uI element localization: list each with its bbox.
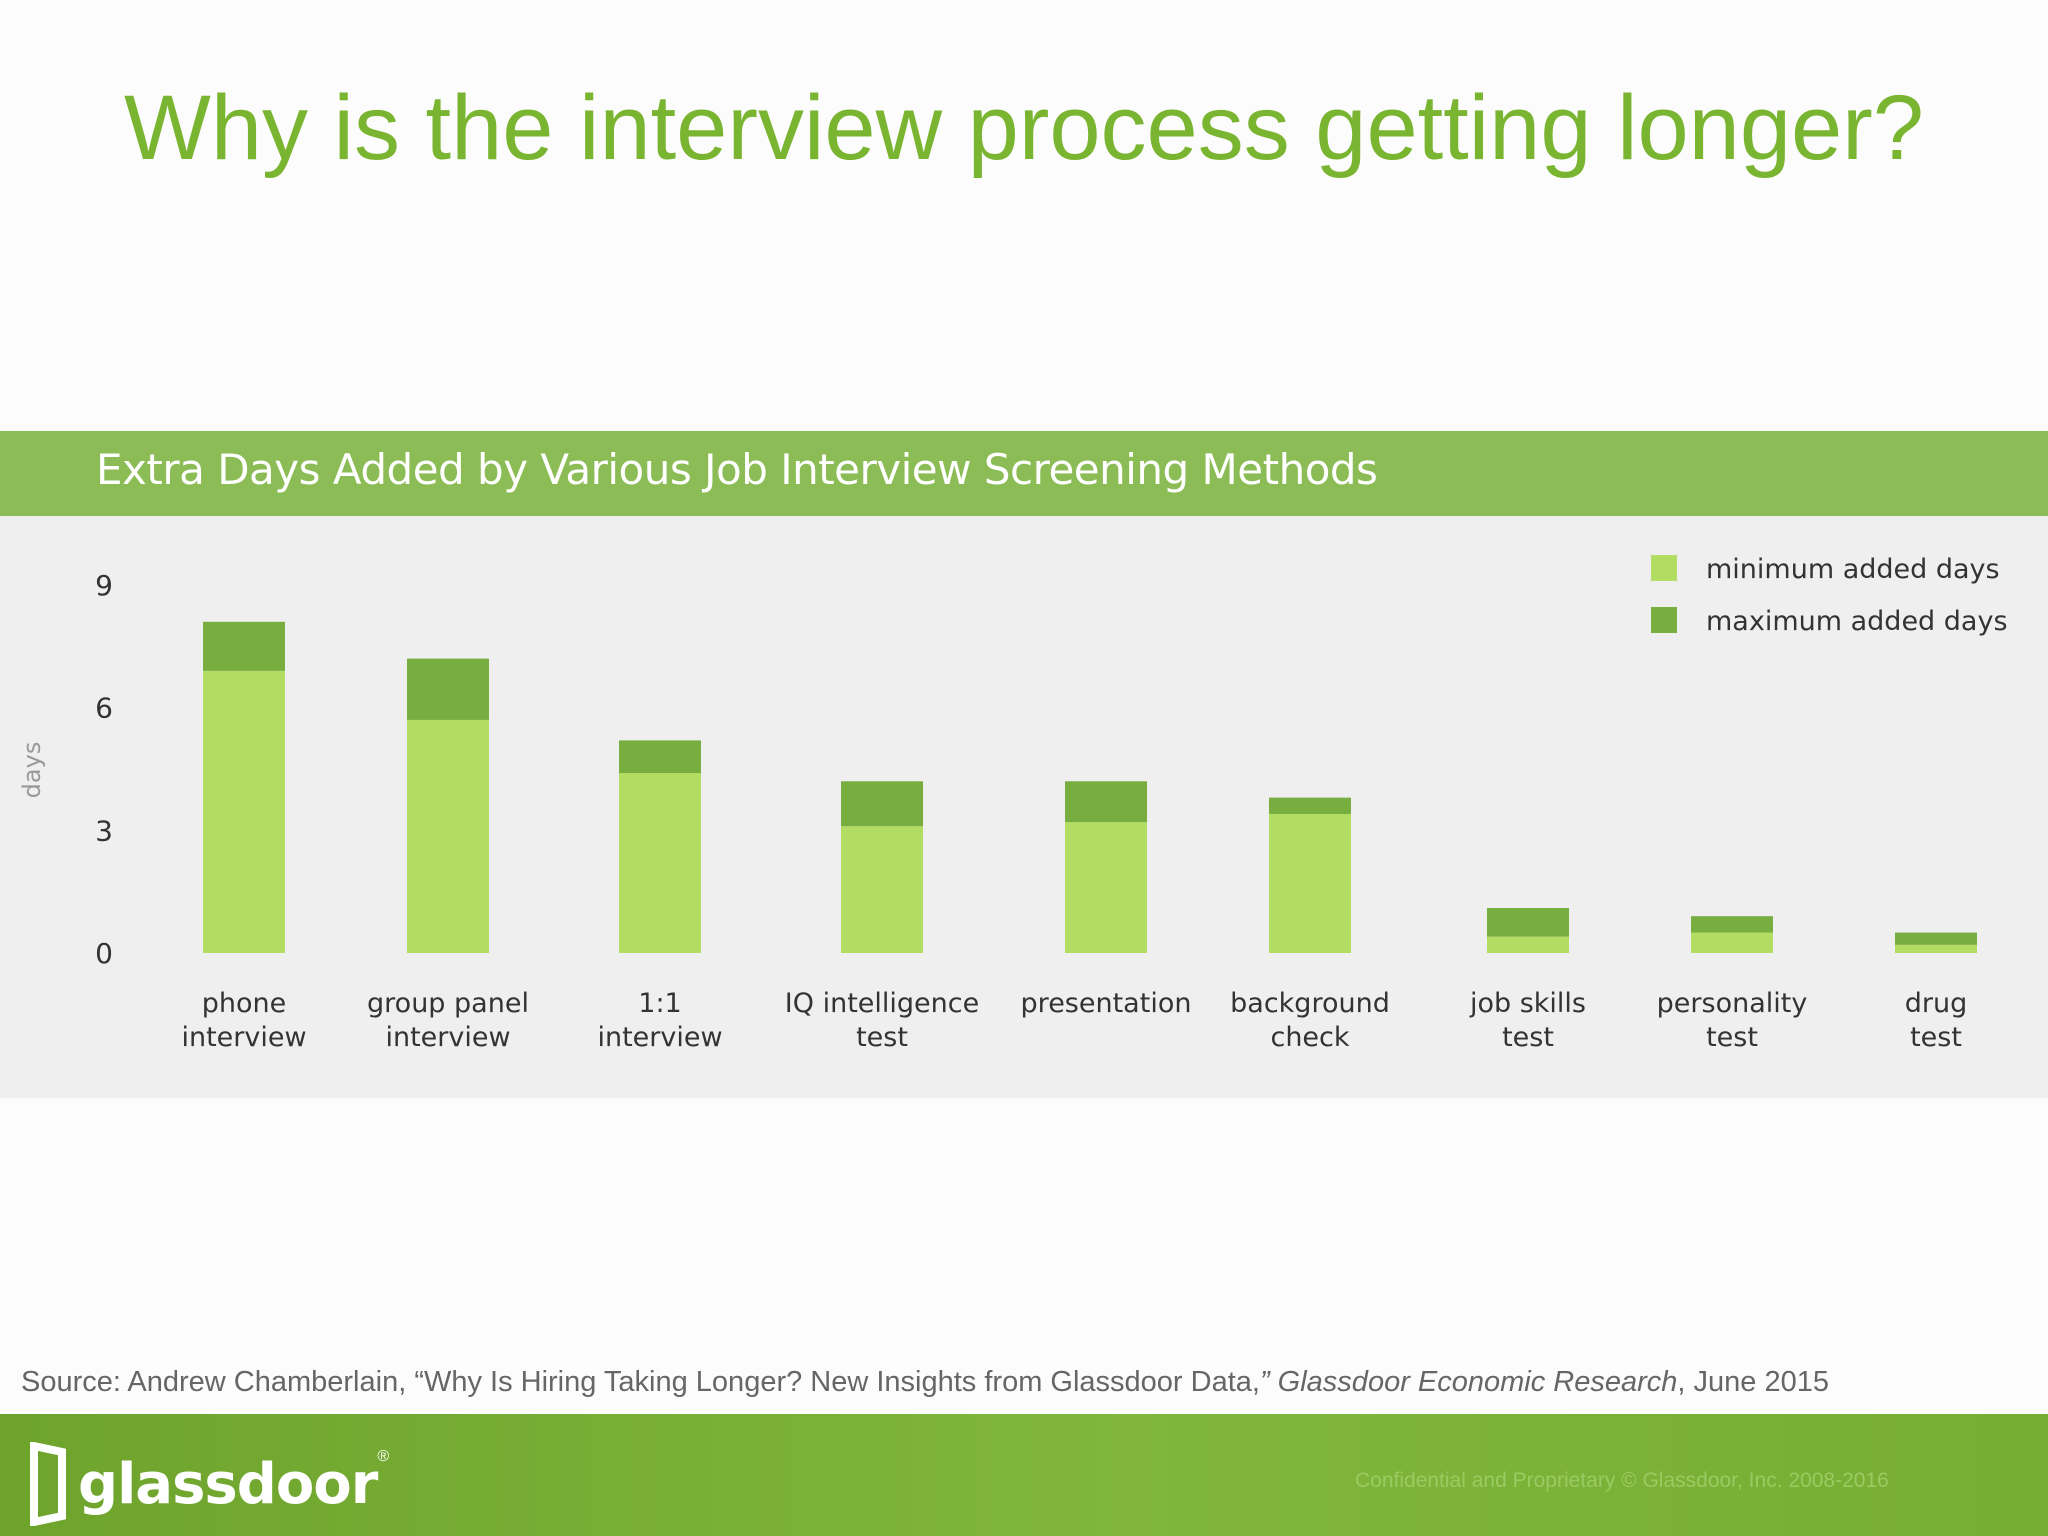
source-publication: ” Glassdoor Economic Research	[1259, 1366, 1678, 1398]
chart-panel: 0 3 6 9 days phone interview group panel intervi…	[0, 516, 2048, 1098]
logo-wordmark: glassdoor	[78, 1451, 378, 1517]
bar-min-segment	[1691, 932, 1773, 953]
bar-max-segment	[1065, 781, 1147, 823]
category-label: phone	[202, 988, 287, 1019]
bar-min-segment	[841, 826, 923, 953]
bar-max-segment	[1269, 797, 1351, 814]
confidential-notice: Confidential and Proprietary © Glassdoor…	[1355, 1469, 1889, 1492]
source-prefix: Source: Andrew Chamberlain, “Why Is Hiri…	[21, 1366, 1260, 1398]
category-label: IQ intelligence	[785, 988, 979, 1019]
category-label: test	[1706, 1022, 1758, 1053]
glassdoor-door-icon	[30, 1442, 66, 1526]
category-label: interview	[385, 1022, 510, 1053]
bar-max-segment	[1691, 916, 1773, 933]
legend-label: minimum added days	[1706, 554, 2000, 585]
legend-swatch	[1651, 555, 1677, 581]
bar-min-segment	[407, 719, 489, 953]
source-date: , June 2015	[1677, 1366, 1829, 1398]
y-axis-label: days	[18, 742, 46, 799]
chart-title-band: Extra Days Added by Various Job Intervie…	[0, 431, 2048, 516]
bar-max-segment	[841, 781, 923, 827]
bar-min-segment	[1065, 822, 1147, 953]
slide-title: Why is the interview process getting lon…	[124, 77, 1924, 179]
category-label: presentation	[1021, 988, 1192, 1019]
chart-title: Extra Days Added by Various Job Intervie…	[96, 445, 1378, 494]
bar-max-segment	[1895, 932, 1977, 945]
category-label: test	[1910, 1022, 1962, 1053]
category-label: group panel	[367, 988, 529, 1019]
category-label: drug	[1905, 988, 1968, 1019]
category-label: interview	[181, 1022, 306, 1053]
category-label: check	[1270, 1022, 1349, 1053]
legend-swatch	[1651, 607, 1677, 633]
category-label: background	[1230, 988, 1390, 1019]
bar-min-segment	[1487, 936, 1569, 953]
category-label: test	[1502, 1022, 1554, 1053]
bar-min-segment	[1895, 944, 1977, 953]
bar-max-segment	[407, 658, 489, 720]
registered-mark: ®	[377, 1448, 390, 1465]
category-label: interview	[597, 1022, 722, 1053]
bar-max-segment	[619, 740, 701, 774]
y-tick-label: 6	[95, 692, 113, 725]
bar-max-segment	[203, 621, 285, 671]
legend-label: maximum added days	[1706, 606, 2008, 637]
y-tick-label: 3	[95, 814, 113, 847]
bar-min-segment	[203, 670, 285, 953]
bar-min-segment	[619, 773, 701, 953]
source-citation: Source: Andrew Chamberlain, “Why Is Hiri…	[21, 1366, 1829, 1399]
category-label: personality	[1657, 988, 1808, 1019]
glassdoor-logo: glassdoor ®	[28, 1442, 389, 1526]
footer-bar: glassdoor ® Confidential and Proprietary…	[0, 1414, 2048, 1536]
y-tick-label: 0	[95, 937, 113, 970]
y-tick-label: 9	[95, 569, 113, 602]
bar-min-segment	[1269, 813, 1351, 953]
bar-max-segment	[1487, 908, 1569, 937]
category-label: job skills	[1469, 988, 1586, 1019]
category-label: 1:1	[638, 988, 681, 1019]
category-label: test	[856, 1022, 908, 1053]
